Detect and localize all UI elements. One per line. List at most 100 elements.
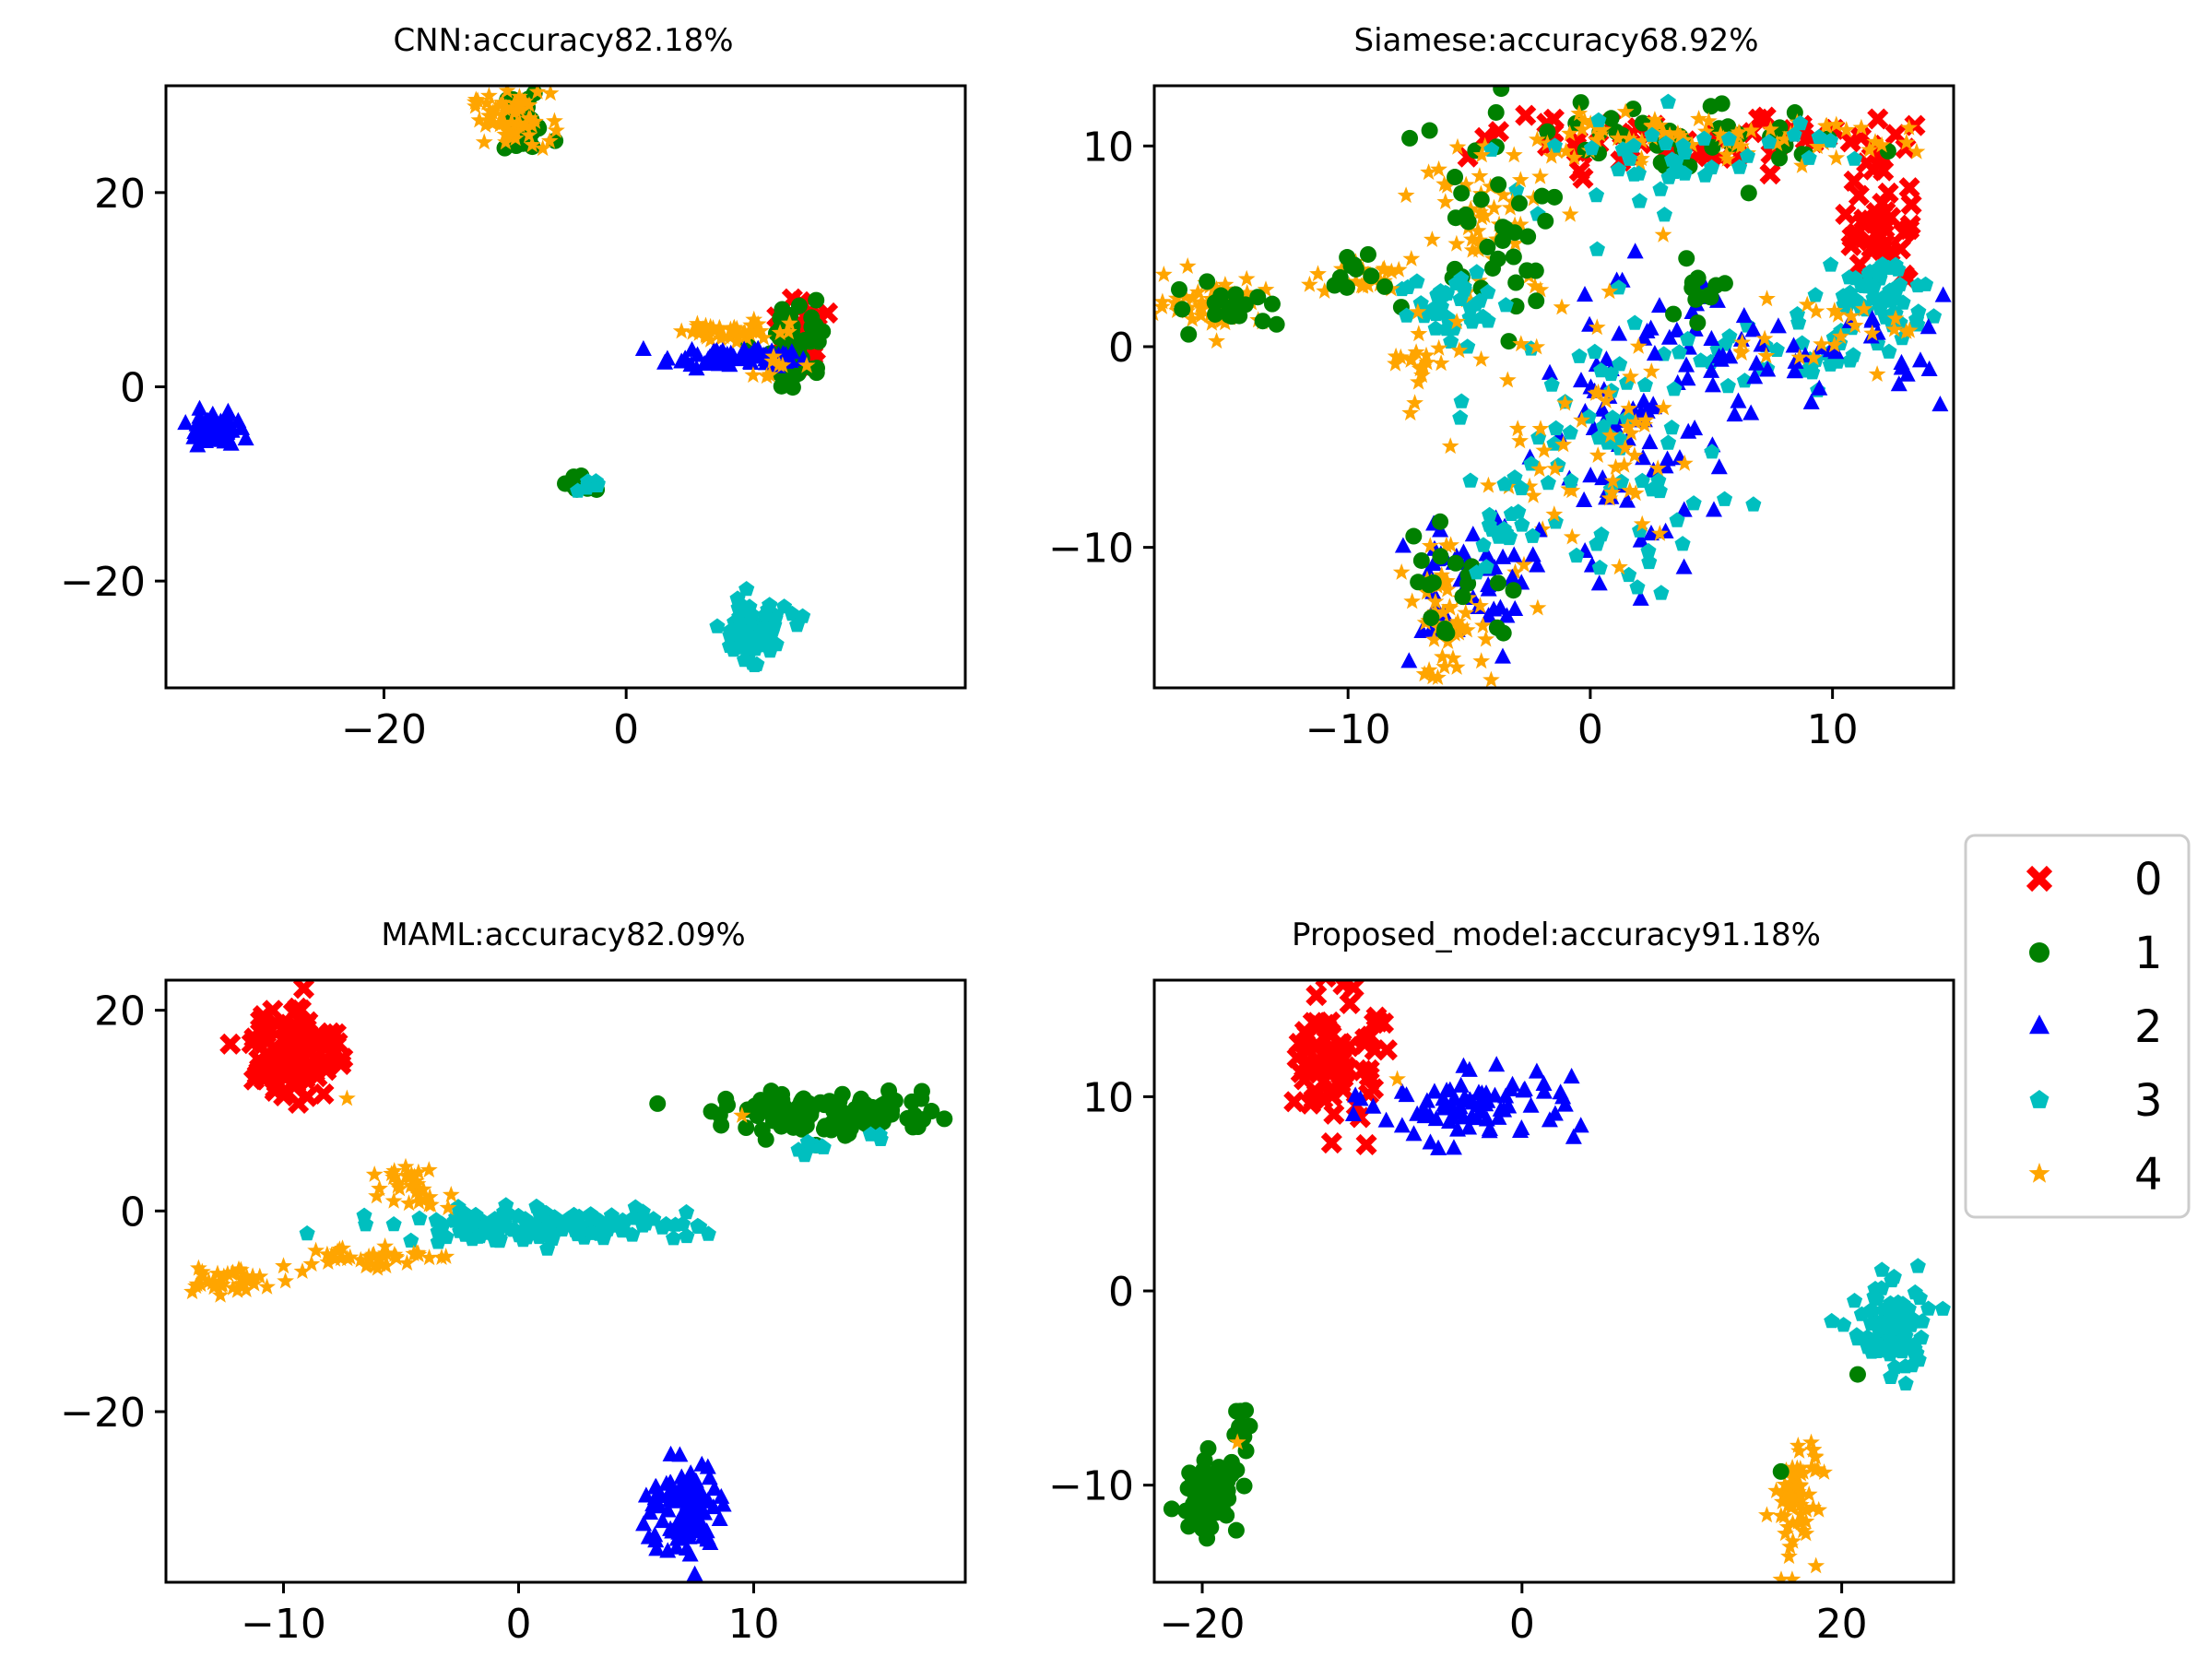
data-point-class-4 <box>1420 661 1438 678</box>
data-point-class-3 <box>1412 295 1429 311</box>
data-point-class-3 <box>1849 1327 1865 1343</box>
data-point-class-4 <box>1426 592 1445 609</box>
data-point-class-4 <box>528 86 547 100</box>
data-point-class-4 <box>1332 259 1351 277</box>
data-point-class-2 <box>1546 1105 1564 1121</box>
data-point-class-3 <box>1882 1295 1899 1310</box>
data-point-class-3 <box>1631 193 1648 208</box>
data-point-class-2 <box>642 1503 659 1520</box>
data-point-class-1 <box>1740 184 1757 202</box>
data-point-class-1 <box>803 318 821 336</box>
data-point-class-3 <box>738 581 755 597</box>
data-point-class-4 <box>1436 193 1455 210</box>
x-tick-label: 10 <box>728 1601 780 1648</box>
data-point-class-3 <box>594 1224 610 1239</box>
data-point-class-4 <box>1563 481 1581 499</box>
data-point-class-0 <box>310 1052 332 1074</box>
panel-title: Proposed_model:accuracy91.18% <box>1292 917 1821 953</box>
data-point-class-3 <box>1867 1333 1884 1349</box>
data-point-class-4 <box>1430 338 1448 356</box>
data-point-class-3 <box>1836 1317 1852 1332</box>
data-point-class-3 <box>539 1240 556 1256</box>
data-point-class-3 <box>1873 262 1890 278</box>
data-point-class-2 <box>1441 1081 1459 1097</box>
data-point-class-3 <box>709 618 726 633</box>
data-point-class-0 <box>1353 1033 1376 1055</box>
data-point-class-1 <box>1707 277 1725 294</box>
data-point-class-4 <box>727 332 746 349</box>
data-point-class-1 <box>1254 313 1271 330</box>
data-point-class-3 <box>1900 1300 1917 1316</box>
data-point-class-2 <box>1730 392 1747 408</box>
data-point-class-4 <box>1545 505 1564 522</box>
data-point-class-4 <box>1837 121 1856 137</box>
data-point-class-0 <box>1899 214 1921 236</box>
data-point-class-3 <box>674 1215 691 1231</box>
data-point-class-4 <box>1154 292 1172 310</box>
data-point-class-4 <box>1183 310 1201 327</box>
data-point-class-4 <box>224 1263 242 1281</box>
point-layer <box>183 980 953 1581</box>
data-point-class-4 <box>1485 198 1503 216</box>
panel-maml: MAML:accuracy82.09% −10 0 10 20 0 −20 <box>60 917 967 1648</box>
data-point-class-1 <box>1528 292 1545 310</box>
data-point-class-4 <box>1184 289 1202 306</box>
data-point-class-4 <box>1783 1570 1801 1582</box>
data-point-class-2 <box>1660 328 1678 345</box>
data-point-class-4 <box>1437 536 1456 553</box>
data-point-class-4 <box>376 1237 395 1254</box>
data-point-class-4 <box>1730 123 1748 140</box>
data-point-class-2 <box>1577 286 1594 302</box>
data-point-class-3 <box>578 479 595 495</box>
data-point-class-4 <box>400 1194 418 1212</box>
data-point-class-4 <box>1755 329 1774 347</box>
data-point-class-3 <box>757 619 774 634</box>
data-point-class-3 <box>679 1203 695 1220</box>
data-point-class-2 <box>1498 607 1516 623</box>
data-point-class-1 <box>1447 169 1464 186</box>
data-point-class-4 <box>1406 394 1423 411</box>
data-point-class-2 <box>1668 321 1685 337</box>
data-point-class-3 <box>518 1229 535 1245</box>
data-point-class-3 <box>457 1205 474 1221</box>
data-point-class-4 <box>1607 458 1624 475</box>
data-point-class-2 <box>219 402 237 419</box>
data-point-class-4 <box>1471 167 1489 184</box>
data-point-class-1 <box>1678 250 1695 267</box>
data-point-class-4 <box>1556 394 1574 411</box>
data-point-class-2 <box>1641 432 1659 450</box>
data-point-class-3 <box>1720 131 1737 147</box>
data-point-class-2 <box>673 352 691 369</box>
data-point-class-4 <box>1389 260 1408 278</box>
data-point-class-2 <box>1464 526 1482 542</box>
data-point-class-3 <box>1926 308 1943 324</box>
data-point-class-2 <box>1598 350 1615 367</box>
data-point-class-2 <box>695 1504 713 1520</box>
y-tick-label: 10 <box>1082 1074 1134 1121</box>
data-point-class-1 <box>1432 513 1449 530</box>
data-point-class-4 <box>1561 124 1578 141</box>
data-point-class-2 <box>1554 1088 1572 1105</box>
data-point-class-1 <box>1500 333 1518 350</box>
data-point-class-3 <box>1540 475 1556 491</box>
data-point-class-2 <box>1394 537 1412 553</box>
data-point-class-4 <box>1434 647 1451 665</box>
data-point-class-2 <box>1746 368 1764 385</box>
data-point-class-1 <box>1188 1508 1206 1525</box>
data-point-class-4 <box>307 1241 325 1259</box>
data-point-class-3 <box>742 627 759 643</box>
data-point-class-4 <box>1620 129 1638 147</box>
data-point-class-4 <box>733 1106 751 1123</box>
data-point-class-3 <box>658 1215 675 1232</box>
data-point-class-4 <box>1542 147 1561 164</box>
data-point-class-3 <box>1443 333 1459 349</box>
data-point-class-3 <box>1462 472 1479 488</box>
data-point-class-1 <box>913 1083 930 1100</box>
data-point-class-2 <box>1364 1097 1382 1114</box>
data-point-class-1 <box>752 1092 770 1109</box>
data-point-class-0 <box>292 980 315 1000</box>
data-point-class-4 <box>1643 116 1661 134</box>
data-point-class-3 <box>625 1210 642 1225</box>
data-point-class-4 <box>1531 167 1549 184</box>
data-point-class-4 <box>1457 603 1475 621</box>
